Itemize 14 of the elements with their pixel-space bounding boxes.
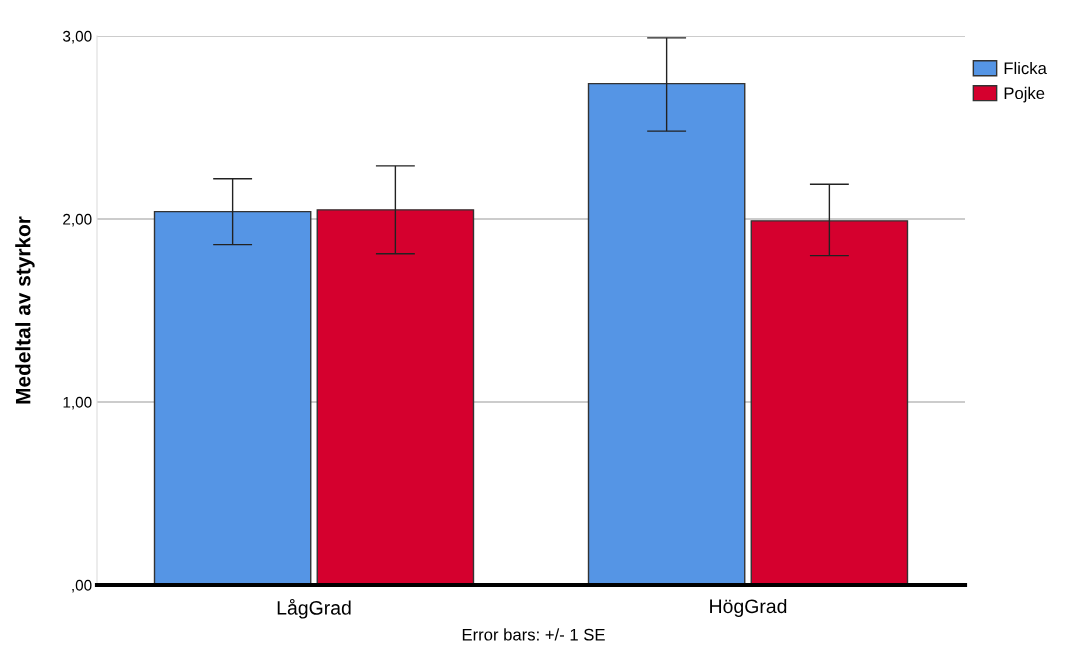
y-tick-label: 3,00	[62, 30, 92, 44]
legend-label: Pojke	[1004, 86, 1045, 103]
bar	[587, 82, 746, 585]
bar	[316, 209, 475, 585]
y-tick-label: 1,00	[63, 396, 92, 410]
x-tick-label: LågGrad	[277, 598, 351, 619]
y-tick-label: 2,00	[63, 213, 92, 227]
legend-label: Flicka	[1004, 61, 1047, 75]
text: Error bars: +/- 1 SE	[462, 628, 605, 641]
y-tick-label: ,00	[72, 579, 92, 593]
bar	[153, 210, 312, 585]
y-axis-title: Medeltal av styrkor	[15, 216, 35, 404]
bar	[750, 220, 909, 585]
x-tick-label: HögGrad	[710, 598, 787, 618]
